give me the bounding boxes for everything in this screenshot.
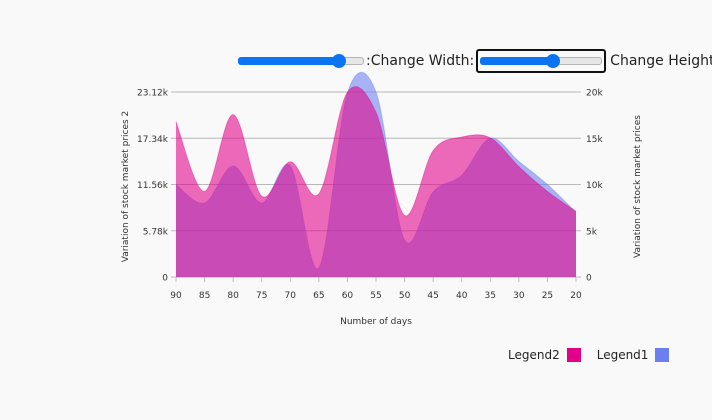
height-label: Change Height [610, 53, 712, 69]
width-slider-fill [238, 57, 339, 65]
height-slider-fill [480, 57, 554, 65]
x-tick-label: 45 [427, 291, 438, 301]
legend-label: Legend1 [596, 348, 649, 362]
left-tick-label: 23.12k [137, 89, 169, 99]
x-tick-label: 75 [256, 291, 267, 301]
x-tick-label: 80 [227, 291, 239, 301]
left-tick-label: 17.34k [137, 135, 169, 145]
legend-item-legend2[interactable]: Legend2 [508, 348, 581, 362]
x-tick-label: 20 [570, 291, 582, 301]
width-label: :Change Width: [366, 53, 475, 69]
x-tick-label: 60 [342, 291, 354, 301]
x-tick-label: 25 [542, 291, 553, 301]
left-tick-label: 0 [162, 274, 168, 284]
x-tick-label: 90 [170, 291, 182, 301]
left-tick-label: 11.56k [137, 181, 169, 191]
right-tick-label: 20k [586, 89, 603, 99]
right-tick-label: 15k [586, 135, 603, 145]
right-axis-title: Variation of stock market prices [633, 115, 643, 258]
x-tick-label: 30 [513, 291, 525, 301]
x-tick-label: 85 [199, 291, 210, 301]
x-tick-label: 40 [456, 291, 468, 301]
x-axis-title: Number of days [340, 317, 412, 327]
x-tick-label: 70 [285, 291, 297, 301]
height-slider-thumb[interactable] [546, 54, 561, 68]
legend-swatch [566, 348, 581, 362]
right-tick-label: 0 [586, 274, 592, 284]
width-slider-thumb[interactable] [331, 54, 346, 68]
series-line-legend2 [175, 86, 577, 216]
legend-label: Legend2 [508, 348, 560, 362]
x-tick-label: 65 [313, 291, 324, 301]
left-tick-label: 5.78k [143, 227, 169, 237]
right-tick-label: 10k [586, 181, 603, 191]
left-axis-title: Variation of stock market prices 2 [121, 111, 131, 263]
x-tick-label: 55 [370, 291, 381, 301]
legend-swatch [655, 348, 670, 362]
legend: Legend2 Legend1 [508, 348, 685, 362]
x-tick-label: 50 [399, 291, 411, 301]
legend-item-legend1[interactable]: Legend1 [597, 348, 670, 362]
width-slider[interactable] [236, 51, 366, 71]
x-tick-label: 35 [485, 291, 496, 301]
chart-size-controls: :Change Width: Change Height [236, 49, 712, 73]
height-slider[interactable] [476, 49, 607, 73]
series-area-legend2 [176, 86, 576, 277]
right-tick-label: 5k [586, 227, 598, 237]
